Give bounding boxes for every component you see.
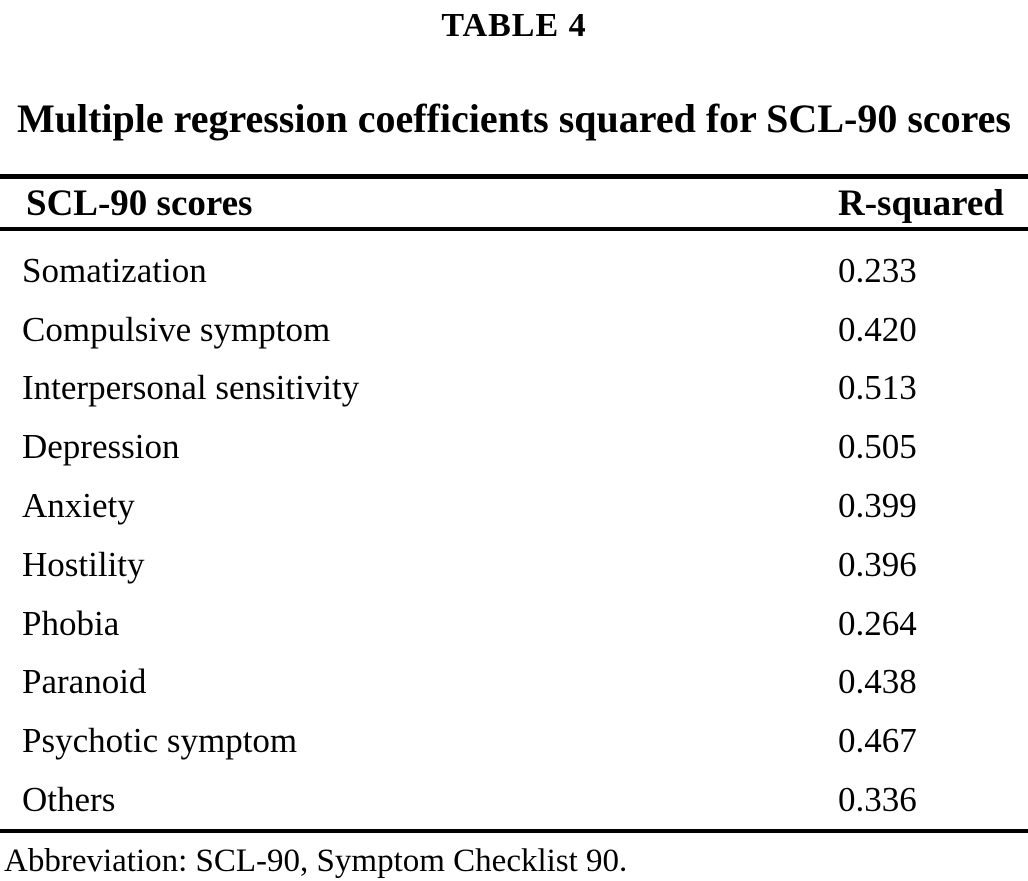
column-header-scl90-scores: SCL-90 scores — [26, 182, 253, 224]
table-row: Compulsive symptom 0.420 — [0, 300, 1028, 359]
r-squared-cell: 0.513 — [838, 368, 917, 408]
table-row: Somatization 0.233 — [0, 241, 1028, 300]
r-squared-cell: 0.396 — [838, 544, 917, 584]
score-cell: Anxiety — [22, 486, 135, 526]
r-squared-cell: 0.233 — [838, 250, 917, 290]
table-row: Interpersonal sensitivity 0.513 — [0, 359, 1028, 418]
score-cell: Paranoid — [22, 662, 147, 702]
r-squared-cell: 0.420 — [838, 309, 917, 349]
score-cell: Phobia — [22, 603, 120, 643]
table-caption-label: TABLE 4 — [441, 7, 587, 44]
table-body: Somatization 0.233 Compulsive symptom 0.… — [0, 231, 1028, 833]
table-row: Phobia 0.264 — [0, 594, 1028, 653]
table-row: Others 0.336 — [0, 770, 1028, 829]
r-squared-cell: 0.467 — [838, 721, 917, 761]
table-row: Depression 0.505 — [0, 417, 1028, 476]
score-cell: Others — [22, 780, 116, 820]
r-squared-cell: 0.264 — [838, 603, 917, 643]
table-title: Multiple regression coefficients squared… — [17, 96, 1011, 141]
r-squared-cell: 0.438 — [838, 662, 917, 702]
table-row: Hostility 0.396 — [0, 535, 1028, 594]
score-cell: Depression — [22, 427, 180, 467]
r-squared-cell: 0.505 — [838, 427, 917, 467]
score-cell: Psychotic symptom — [22, 721, 298, 761]
score-cell: Hostility — [22, 544, 145, 584]
score-cell: Interpersonal sensitivity — [22, 368, 360, 408]
r-squared-cell: 0.399 — [838, 486, 917, 526]
score-cell: Compulsive symptom — [22, 309, 331, 349]
r-squared-cell: 0.336 — [838, 780, 917, 820]
table-header-row: SCL-90 scores R-squared — [0, 174, 1028, 231]
scl90-table: SCL-90 scores R-squared Somatization 0.2… — [0, 174, 1028, 833]
column-header-r-squared: R-squared — [838, 182, 1004, 224]
table-row: Psychotic symptom 0.467 — [0, 711, 1028, 770]
table-footnote: Abbreviation: SCL-90, Symptom Checklist … — [4, 842, 628, 879]
table-row: Paranoid 0.438 — [0, 653, 1028, 712]
table-row: Anxiety 0.399 — [0, 476, 1028, 535]
score-cell: Somatization — [22, 250, 207, 290]
